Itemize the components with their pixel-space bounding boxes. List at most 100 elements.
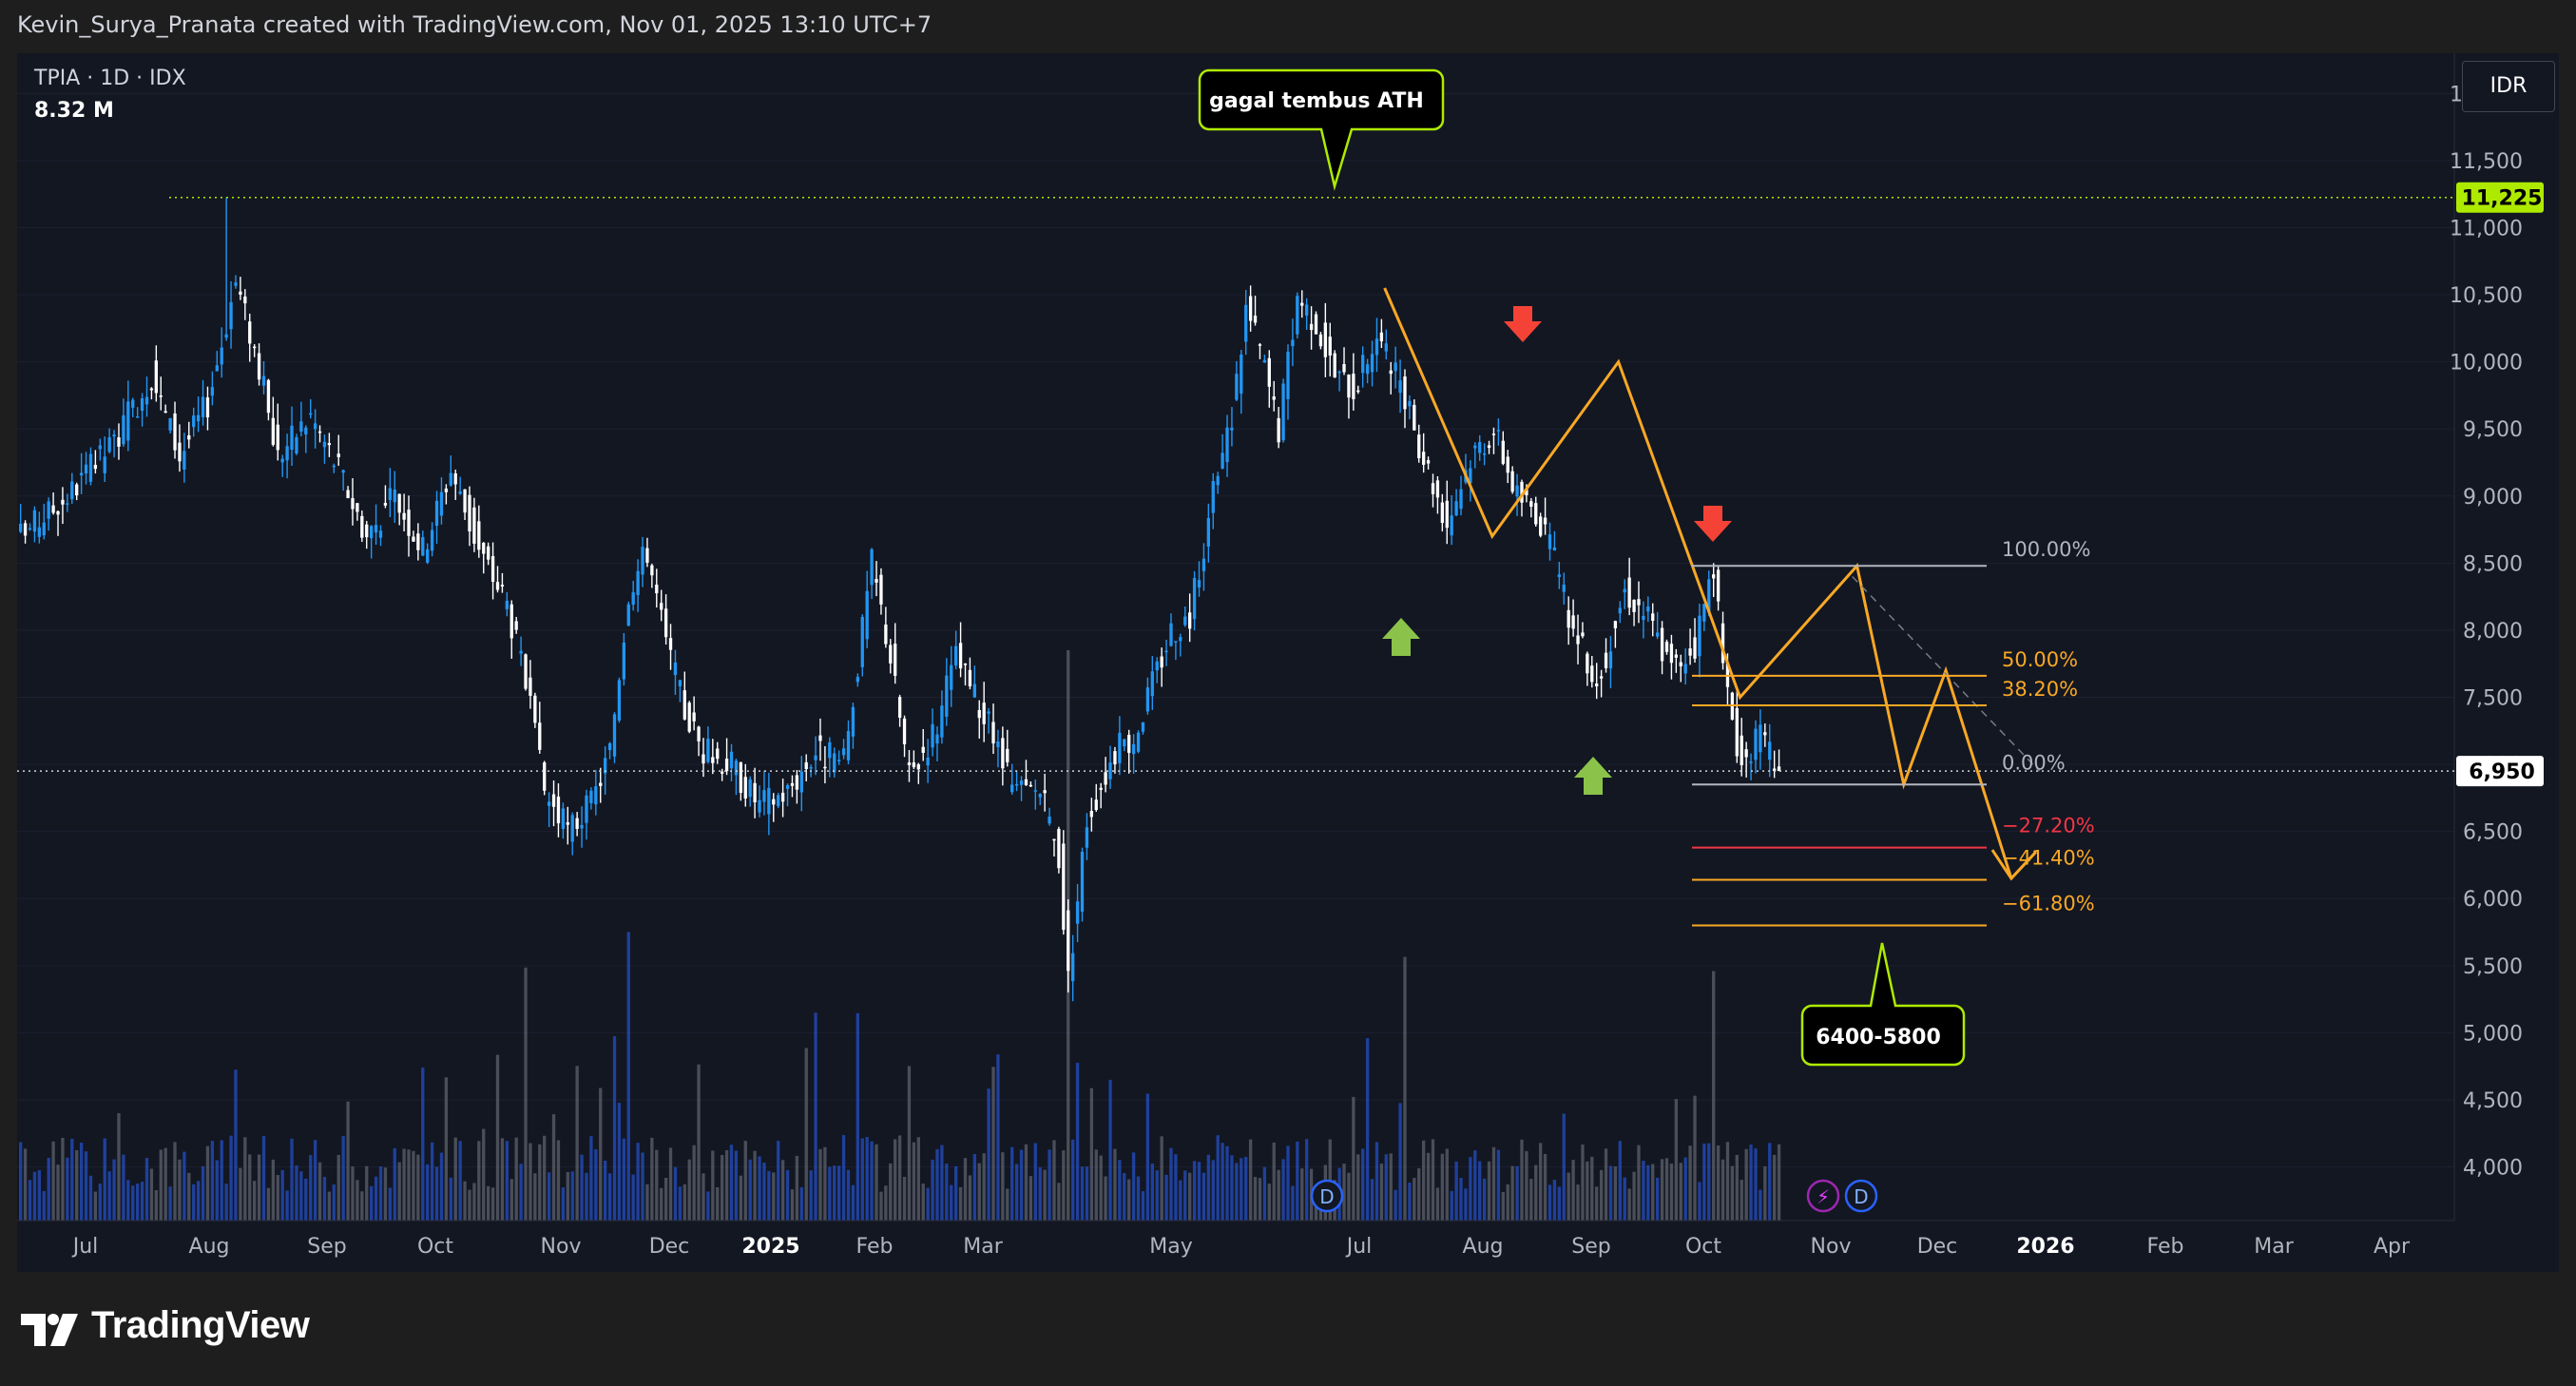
volume-bar — [991, 1067, 995, 1221]
volume-bar — [780, 1160, 785, 1221]
volume-bar — [711, 1150, 715, 1221]
candle — [575, 812, 579, 837]
volume-bar — [28, 1180, 32, 1221]
volume-bar — [879, 1191, 883, 1221]
volume-bar — [1669, 1164, 1674, 1221]
candle — [1300, 290, 1304, 318]
volume-bar — [1179, 1180, 1182, 1221]
brand-name: TradingView — [91, 1304, 310, 1346]
volume-bar — [607, 1173, 612, 1221]
candle — [173, 401, 177, 459]
candle-body — [1426, 460, 1431, 464]
candle — [1052, 838, 1056, 857]
candle — [378, 525, 383, 547]
candle-body — [1660, 627, 1664, 662]
candle-body — [1033, 790, 1037, 792]
volume-bar — [833, 1165, 836, 1221]
volume-bar — [449, 1177, 452, 1221]
candle — [1379, 318, 1384, 349]
volume-bar — [1006, 1188, 1009, 1221]
volume-bar — [860, 1138, 864, 1221]
candle-body — [1763, 732, 1767, 736]
volume-bar — [23, 1148, 28, 1221]
candle — [322, 434, 327, 464]
candle — [529, 660, 532, 709]
volume-bar — [1160, 1136, 1163, 1221]
volume-bar — [1707, 1143, 1711, 1221]
volume-bar — [1347, 1172, 1351, 1221]
candle — [1608, 635, 1613, 688]
candle — [75, 482, 79, 501]
candle-body — [758, 799, 761, 813]
candle — [1085, 813, 1089, 860]
candle — [641, 536, 644, 587]
volume-bars — [19, 650, 1781, 1221]
candle — [1450, 495, 1453, 546]
candle-body — [1459, 489, 1463, 510]
candle-body — [996, 741, 1000, 747]
volume-bar — [1375, 1142, 1379, 1221]
candle-body — [1221, 452, 1224, 469]
buy-arrow-icon — [1382, 618, 1420, 656]
volume-bar — [1683, 1157, 1687, 1221]
candle-body — [1197, 580, 1201, 587]
candle-body — [351, 497, 355, 510]
candle-body — [1118, 732, 1122, 763]
candle-body — [317, 431, 322, 433]
candle-body — [1375, 338, 1379, 356]
candle — [1305, 298, 1309, 330]
candle — [1473, 442, 1477, 469]
candle — [1496, 418, 1501, 446]
candle-body — [897, 697, 902, 718]
candle — [1543, 497, 1548, 535]
candle — [935, 726, 939, 761]
candle — [538, 702, 542, 754]
candle-body — [295, 436, 298, 454]
volume-bar — [814, 1012, 817, 1221]
candle-body — [374, 525, 378, 533]
candle — [1646, 596, 1650, 623]
volume-bar — [875, 1144, 878, 1221]
symbol-legend[interactable]: TPIA · 1D · IDX — [34, 67, 186, 90]
price-chart[interactable]: 12,00011,50011,00010,50010,0009,5009,000… — [17, 53, 2559, 1272]
volume-bar — [487, 1185, 490, 1221]
x-tick-label: Mar — [2254, 1235, 2294, 1259]
candle — [987, 707, 990, 734]
candle-body — [963, 664, 968, 665]
candle-body — [958, 643, 963, 669]
volume-bar — [490, 1187, 495, 1221]
candle — [42, 503, 46, 540]
candle — [1627, 557, 1631, 616]
candle — [490, 542, 495, 600]
candle-body — [561, 808, 566, 829]
candle — [215, 351, 219, 372]
candle-body — [631, 592, 635, 606]
tradingview-logo-icon[interactable] — [19, 1306, 86, 1354]
candle — [1478, 434, 1482, 461]
volume-bar — [463, 1181, 467, 1221]
candle-body — [1529, 501, 1533, 508]
candle-body — [243, 296, 247, 304]
volume-bar — [1094, 1149, 1098, 1221]
buy-arrow-shape — [1382, 618, 1420, 656]
candle — [243, 289, 247, 320]
x-tick-label: Sep — [307, 1235, 346, 1259]
x-tick-label: Dec — [649, 1235, 690, 1259]
candle — [1759, 709, 1762, 770]
chart-pane[interactable]: 12,00011,50011,00010,50010,0009,5009,000… — [17, 53, 2559, 1272]
volume-bar — [589, 1136, 593, 1221]
candle-body — [23, 523, 28, 536]
volume-bar — [341, 1135, 345, 1221]
y-tick-label: 6,000 — [2463, 888, 2523, 912]
candle — [290, 406, 294, 467]
callout-ath-box — [1198, 68, 1445, 191]
candle — [1253, 296, 1258, 326]
currency-button[interactable]: IDR — [2462, 61, 2555, 112]
candle — [804, 754, 808, 781]
volume-bar — [257, 1154, 261, 1221]
candle — [702, 738, 705, 778]
candle — [1262, 355, 1267, 363]
volume-bar — [1534, 1165, 1538, 1221]
candle — [280, 454, 284, 477]
candle — [1562, 572, 1566, 606]
